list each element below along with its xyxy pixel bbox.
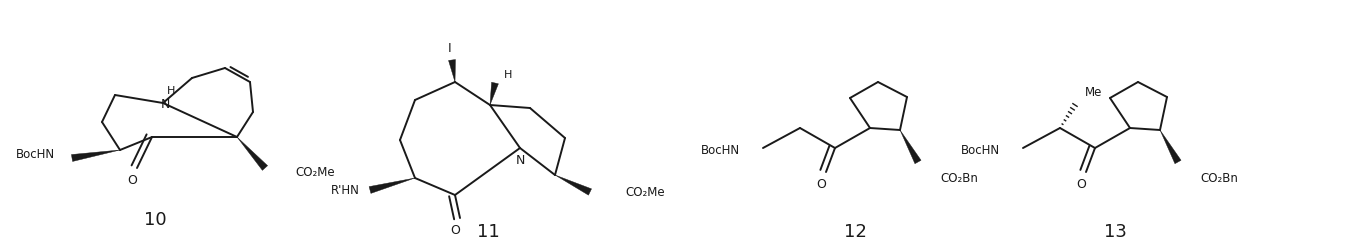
Polygon shape <box>72 150 120 161</box>
Text: O: O <box>1076 178 1085 190</box>
Text: Me: Me <box>1085 87 1103 99</box>
Text: O: O <box>815 178 826 190</box>
Text: 10: 10 <box>143 211 166 229</box>
Text: CO₂Bn: CO₂Bn <box>940 171 977 184</box>
Text: O: O <box>450 224 460 236</box>
Text: 13: 13 <box>1103 223 1126 241</box>
Text: H: H <box>504 70 512 80</box>
Text: O: O <box>127 173 136 186</box>
Text: BocHN: BocHN <box>961 143 1000 156</box>
Polygon shape <box>448 60 455 82</box>
Text: CO₂Bn: CO₂Bn <box>1200 171 1238 184</box>
Polygon shape <box>900 130 921 164</box>
Text: CO₂Me: CO₂Me <box>625 186 664 200</box>
Text: 12: 12 <box>844 223 867 241</box>
Text: R'HN: R'HN <box>331 184 360 197</box>
Polygon shape <box>369 178 414 193</box>
Text: H: H <box>167 86 176 96</box>
Text: BocHN: BocHN <box>16 149 55 162</box>
Polygon shape <box>1160 130 1181 164</box>
Text: I: I <box>448 42 452 55</box>
Text: 11: 11 <box>477 223 500 241</box>
Polygon shape <box>238 137 267 170</box>
Text: BocHN: BocHN <box>701 143 740 156</box>
Polygon shape <box>555 175 591 195</box>
Text: N: N <box>161 98 170 111</box>
Text: N: N <box>516 154 525 168</box>
Polygon shape <box>490 82 498 105</box>
Text: CO₂Me: CO₂Me <box>296 166 335 179</box>
